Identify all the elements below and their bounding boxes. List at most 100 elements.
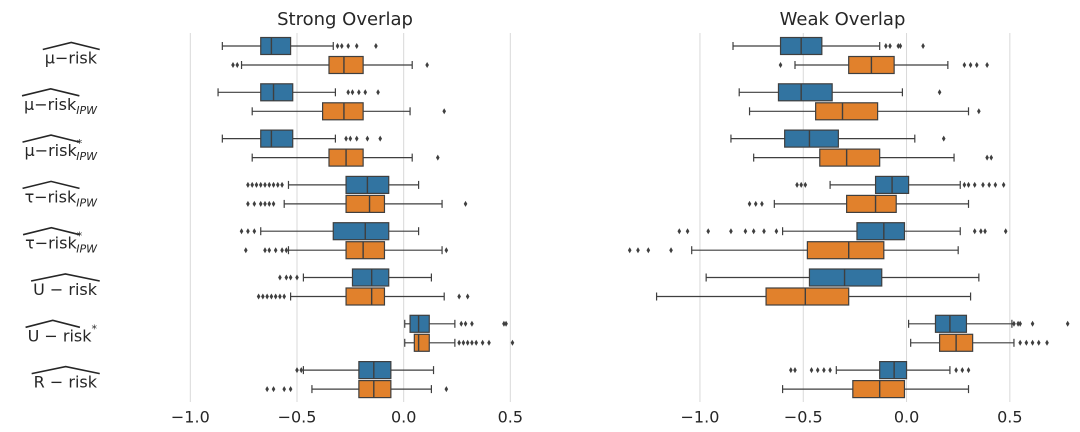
flier: [461, 339, 466, 346]
flier: [480, 339, 485, 346]
flier: [376, 89, 380, 96]
flier: [793, 367, 797, 374]
flier: [335, 43, 340, 49]
flier: [265, 293, 269, 300]
flier: [760, 200, 764, 207]
hat: [31, 365, 100, 375]
flier: [470, 339, 474, 346]
flier: [985, 62, 989, 68]
flier: [444, 247, 449, 254]
flier: [254, 181, 259, 188]
category-sup: *: [77, 230, 83, 243]
flier: [271, 181, 276, 188]
flier: [374, 43, 378, 49]
category-text: μ−risk: [24, 94, 77, 113]
flier: [989, 154, 994, 161]
category-sub: IPW: [76, 243, 98, 256]
flier: [487, 339, 491, 346]
box: [806, 241, 885, 260]
flier: [1030, 339, 1035, 346]
hat: [25, 319, 81, 329]
category-text: U − risk: [28, 326, 93, 345]
flier: [1036, 339, 1041, 346]
flier: [282, 386, 286, 393]
flier: [273, 293, 278, 300]
flier: [977, 108, 981, 115]
flier: [815, 367, 820, 374]
flier: [250, 181, 254, 188]
flier: [346, 89, 350, 96]
flier: [463, 200, 468, 207]
category-label: μ−risk: [45, 48, 98, 67]
flier: [960, 367, 965, 374]
flier: [252, 200, 257, 207]
flier: [282, 293, 286, 300]
flier: [795, 181, 799, 188]
flier: [751, 228, 756, 235]
flier: [803, 181, 808, 188]
box: [846, 194, 897, 213]
flier: [706, 228, 711, 235]
category-text: τ−risk: [25, 187, 77, 206]
hat: [22, 180, 80, 190]
box: [815, 102, 879, 121]
flier: [363, 89, 368, 96]
flier: [753, 200, 758, 207]
flier: [244, 247, 248, 254]
box: [808, 268, 883, 287]
flier: [954, 367, 958, 374]
flier: [288, 274, 293, 281]
x-tick-label: −1.0: [681, 408, 720, 427]
flier: [246, 181, 250, 188]
hat: [30, 273, 100, 282]
box: [260, 83, 294, 102]
box: [345, 287, 386, 306]
flier: [284, 247, 289, 254]
category-text: R − risk: [34, 372, 98, 391]
panels: Strong Overlap−1.0 −0.5 0.0 0.5μ−riskμ−risk…: [21, 9, 1070, 427]
flier: [284, 274, 289, 281]
flier: [937, 89, 942, 96]
flier: [350, 89, 355, 96]
flier: [258, 200, 263, 207]
flier: [346, 43, 350, 49]
flier: [966, 367, 971, 374]
flier: [504, 320, 508, 327]
flier: [444, 386, 449, 393]
box: [345, 194, 386, 213]
flier: [636, 247, 640, 254]
box: [819, 148, 881, 167]
flier: [884, 43, 888, 49]
box: [328, 55, 364, 75]
x-tick-label: 0.0: [391, 408, 416, 427]
flier: [365, 135, 370, 142]
flier: [1030, 320, 1035, 327]
flier: [295, 274, 299, 281]
flier: [269, 293, 274, 300]
flier: [263, 247, 267, 254]
flier: [280, 247, 284, 254]
flier: [239, 228, 244, 235]
flier: [295, 367, 299, 374]
flier: [258, 181, 263, 188]
flier: [1012, 320, 1016, 327]
flier: [261, 293, 265, 300]
panel-title: Weak Overlap: [780, 9, 906, 30]
box: [260, 36, 292, 56]
flier: [265, 386, 269, 393]
flier: [278, 293, 282, 300]
flier: [502, 320, 506, 327]
category-text: τ−risk: [25, 233, 77, 252]
flier: [981, 181, 985, 188]
flier: [354, 135, 359, 142]
flier: [252, 228, 257, 235]
flier: [246, 200, 250, 207]
flier: [762, 228, 766, 235]
flier: [1065, 320, 1070, 327]
flier: [273, 247, 278, 254]
flier: [510, 339, 515, 346]
box: [934, 314, 968, 333]
x-tick-label: 0.5: [498, 408, 523, 427]
hat: [21, 87, 80, 97]
box: [332, 222, 390, 241]
